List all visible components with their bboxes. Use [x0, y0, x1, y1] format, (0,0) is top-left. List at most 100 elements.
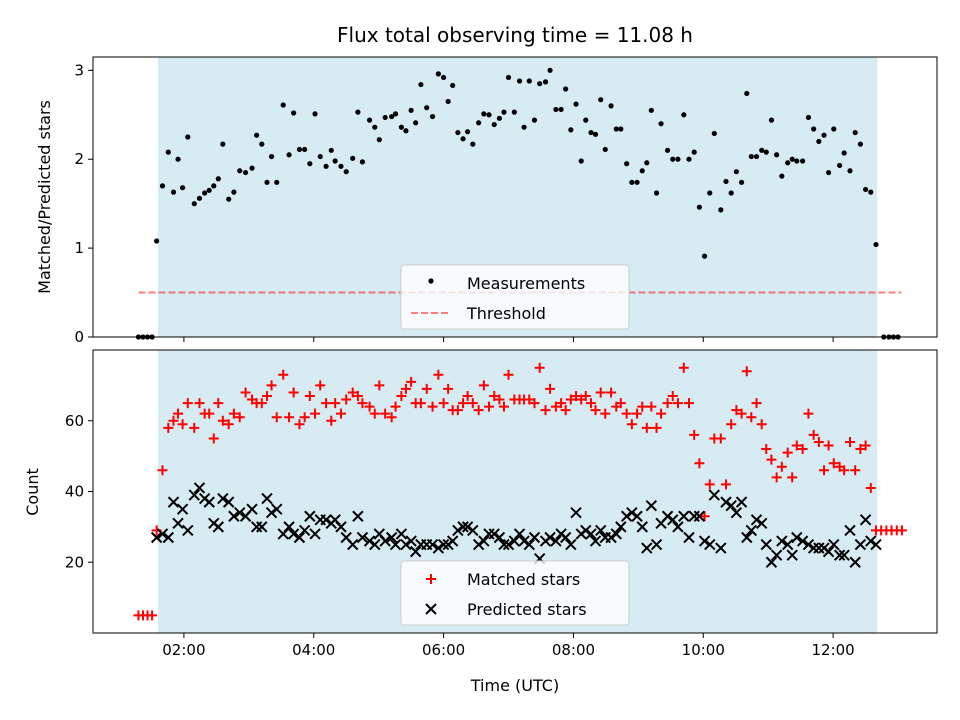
measurement-point	[733, 169, 739, 175]
predicted-star-point	[193, 482, 206, 494]
matched-star-point	[839, 465, 850, 476]
measurement-point	[501, 109, 507, 115]
predicted-star-point	[786, 549, 798, 561]
predicted-star-point	[807, 542, 820, 554]
measurement-point	[211, 183, 217, 189]
matched-star-point	[498, 401, 509, 412]
predicted-star-point	[620, 510, 633, 522]
measurement-point	[350, 155, 356, 161]
predicted-star-point	[735, 496, 748, 508]
matched-star-point	[704, 479, 715, 490]
matched-star-point	[746, 412, 757, 423]
predicted-star-point	[400, 538, 412, 551]
matched-star-point	[556, 398, 567, 409]
predicted-star-point	[688, 510, 700, 522]
matched-star-point	[406, 376, 417, 387]
predicted-star-point	[437, 538, 450, 551]
measurement-point	[170, 189, 177, 195]
measurement-point	[723, 178, 729, 185]
predicted-star-point	[550, 535, 562, 547]
matched-star-point	[228, 408, 239, 419]
matched-star-point	[347, 387, 358, 398]
matched-star-point	[364, 401, 375, 412]
bottom-legend: Matched stars Predicted stars	[400, 560, 630, 626]
measurement-point	[759, 147, 765, 153]
matched-star-point	[390, 401, 401, 412]
measurement-point	[624, 161, 630, 167]
predicted-star-point	[234, 507, 246, 519]
measurement-point	[455, 129, 461, 136]
y-tick-label: 60	[65, 412, 84, 430]
measurement-point	[691, 149, 697, 155]
matched-star-point	[694, 458, 705, 469]
measurement-point	[376, 137, 382, 143]
measurement-point	[658, 121, 664, 127]
matched-star-point	[726, 419, 737, 430]
predicted-star-point	[457, 521, 469, 533]
measurement-point	[774, 152, 780, 158]
matched-star-point	[791, 440, 802, 451]
measurement-point	[558, 106, 564, 113]
predicted-star-point	[776, 535, 788, 547]
chart-title: Flux total observing time = 11.08 h	[337, 23, 693, 47]
measurement-point	[873, 241, 879, 248]
predicted-star-point	[725, 499, 737, 512]
predicted-star-point	[320, 514, 332, 526]
measurement-point	[366, 117, 373, 123]
x-axis-label: Time (UTC)	[470, 676, 559, 695]
measurement-point	[811, 126, 817, 132]
matched-star-point	[803, 408, 814, 419]
predicted-star-point	[298, 524, 311, 537]
predicted-star-point	[610, 528, 622, 540]
predicted-star-point	[518, 535, 530, 547]
measurement-point	[328, 147, 334, 153]
matched-star-point	[632, 408, 643, 419]
predicted-star-point	[672, 521, 684, 533]
predicted-star-point	[828, 538, 840, 551]
predicted-star-point	[760, 538, 772, 551]
matched-star-point	[304, 390, 315, 401]
matched-star-point	[240, 387, 251, 398]
measurement-point	[670, 156, 676, 162]
measurement-point	[317, 153, 323, 160]
predicted-star-point	[667, 514, 679, 526]
x-tick-label: 04:00	[292, 641, 335, 659]
predicted-star-point	[708, 489, 721, 501]
matched-star-point	[590, 405, 601, 416]
measurement-point	[608, 103, 614, 109]
matched-star-point	[580, 390, 591, 401]
predicted-star-point	[346, 538, 359, 551]
measurement-point	[408, 107, 414, 113]
matched-star-point	[415, 398, 426, 409]
measurement-point	[516, 78, 523, 84]
top-panel: 0 1 2 3 Matched/Predicted stars Measurement…	[35, 56, 938, 346]
matched-star-point	[683, 398, 694, 409]
measurement-point	[332, 158, 338, 164]
predicted-star-point	[228, 510, 240, 522]
measurement-point	[418, 81, 424, 88]
predicted-star-point	[356, 531, 369, 544]
matched-star-point	[571, 390, 582, 401]
matched-star-point	[266, 380, 277, 391]
measurement-point	[531, 117, 538, 123]
measurement-point	[857, 141, 863, 147]
predicted-star-point	[641, 542, 653, 554]
measurement-point	[744, 90, 750, 97]
matched-star-point	[565, 394, 576, 405]
measurement-point	[521, 124, 527, 130]
measurement-point	[476, 120, 482, 126]
predicted-star-point	[870, 538, 882, 551]
predicted-star-point	[859, 514, 872, 526]
predicted-star-point	[203, 496, 215, 508]
measurement-point	[841, 150, 847, 156]
predicted-star-point	[172, 517, 184, 530]
matched-star-point	[473, 405, 484, 416]
measurement-point	[403, 128, 409, 134]
measurement-point	[753, 153, 760, 160]
measurement-point	[696, 204, 702, 210]
matched-star-point	[330, 398, 341, 409]
matched-star-point	[689, 429, 700, 440]
predicted-star-point	[265, 507, 278, 519]
matched-star-point	[427, 401, 438, 412]
top-plot-frame	[92, 56, 938, 338]
